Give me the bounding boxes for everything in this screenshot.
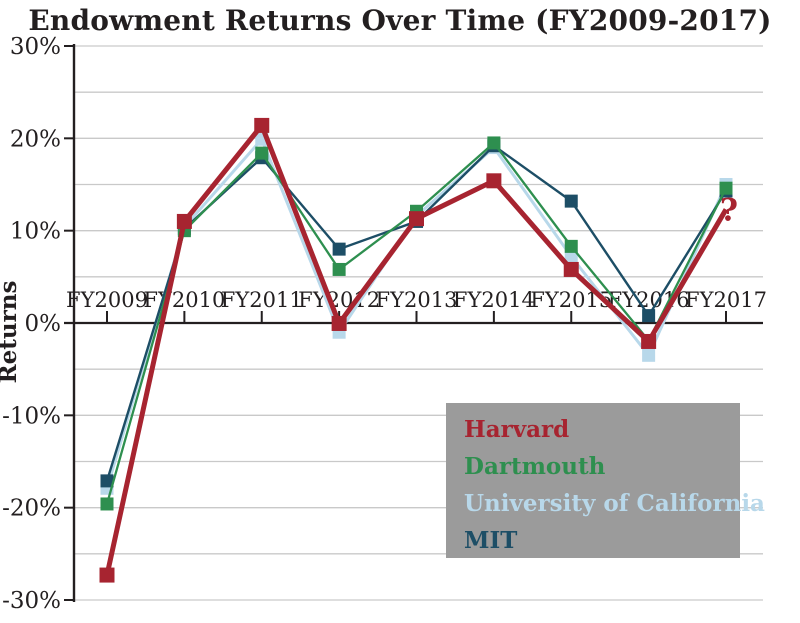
marker-dartmouth	[100, 497, 114, 511]
marker-harvard	[254, 117, 270, 133]
data-series	[99, 117, 733, 583]
annotations: ?	[720, 192, 738, 228]
marker-harvard	[563, 261, 579, 277]
legend-item-mit: MIT	[464, 527, 518, 554]
y-tick-label: -30%	[2, 588, 61, 614]
axis-tick-labels: 30%20%10%0%-10%-20%-30%FY2009FY2010FY201…	[2, 34, 767, 614]
legend: Harvard Dartmouth University of California…	[446, 403, 765, 558]
marker-dartmouth	[564, 239, 578, 253]
marker-harvard	[409, 211, 424, 227]
marker-mit	[100, 474, 114, 488]
marker-dartmouth	[332, 262, 346, 276]
y-tick-label: 0%	[25, 311, 62, 337]
y-tick-label: 20%	[10, 126, 61, 152]
marker-mit	[332, 242, 346, 256]
x-tick-label: FY2014	[453, 288, 535, 312]
axes	[64, 44, 763, 602]
marker-harvard	[176, 213, 192, 229]
legend-item-harvard: Harvard	[464, 416, 570, 443]
marker-harvard	[331, 315, 347, 331]
marker-dartmouth	[487, 136, 501, 150]
x-tick-label: FY2017	[685, 288, 767, 312]
marker-harvard	[486, 173, 502, 189]
marker-dartmouth	[255, 146, 269, 160]
marker-mit	[642, 309, 656, 323]
x-tick-label: FY2009	[66, 288, 148, 312]
unknown-value-question-mark: ?	[720, 192, 738, 228]
marker-university-of-california	[564, 250, 578, 264]
legend-item-university-of-california: University of California	[464, 490, 765, 517]
legend-item-dartmouth: Dartmouth	[464, 453, 606, 480]
marker-mit	[564, 194, 578, 208]
y-tick-label: 30%	[10, 34, 61, 60]
x-tick-label: FY2011	[221, 288, 303, 312]
marker-university-of-california	[642, 348, 656, 362]
x-tick-label: FY2010	[143, 288, 225, 312]
y-axis-title: Returns	[0, 281, 22, 384]
marker-harvard	[641, 333, 657, 349]
marker-dartmouth	[719, 181, 733, 195]
y-tick-label: 10%	[10, 219, 61, 245]
chart-title: Endowment Returns Over Time (FY2009-2017…	[28, 4, 772, 37]
y-tick-label: -20%	[2, 496, 61, 522]
y-tick-label: -10%	[2, 403, 61, 429]
x-tick-label: FY2013	[376, 288, 458, 312]
marker-harvard	[99, 567, 115, 583]
